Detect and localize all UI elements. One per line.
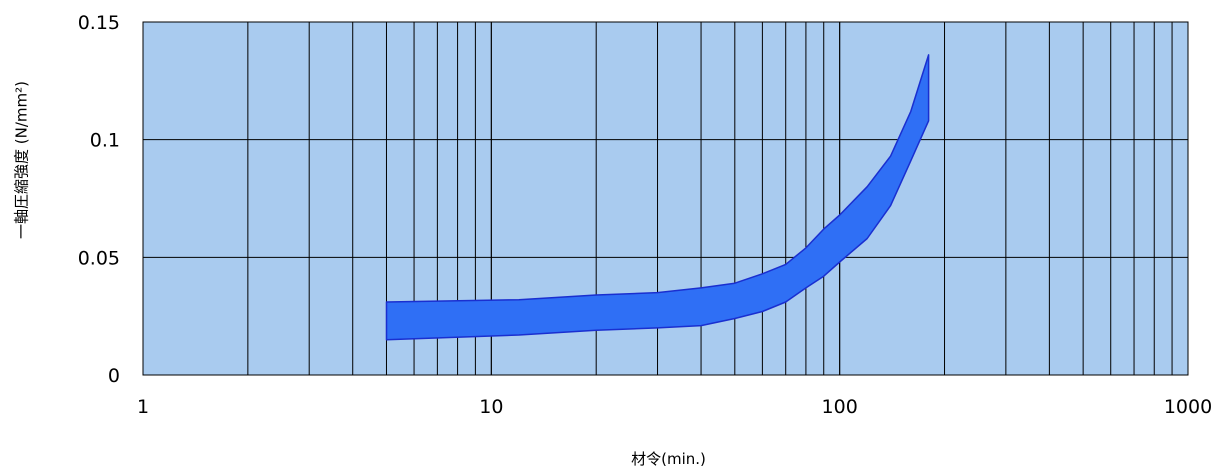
x-axis-title: 材令(min.) [631,450,706,468]
y-axis-title: 一軸圧縮強度 (N/mm²) [13,81,31,239]
y-tick-label: 0.05 [78,247,120,269]
x-tick-label: 1000 [1164,396,1212,418]
x-tick-label: 100 [822,396,858,418]
y-tick-label: 0 [108,365,120,387]
strength-band [385,54,930,341]
horizontal-gridlines [143,139,1188,258]
plot-border [142,21,1189,376]
y-tick-label: 0.1 [90,130,120,152]
x-tick-label: 10 [479,396,503,418]
x-tick-labels: 1 10 100 1000 [137,396,1212,418]
y-tick-labels: 0 0.05 0.1 0.15 [78,12,120,387]
y-tick-label: 0.15 [78,12,120,34]
x-tick-label: 1 [137,396,149,418]
